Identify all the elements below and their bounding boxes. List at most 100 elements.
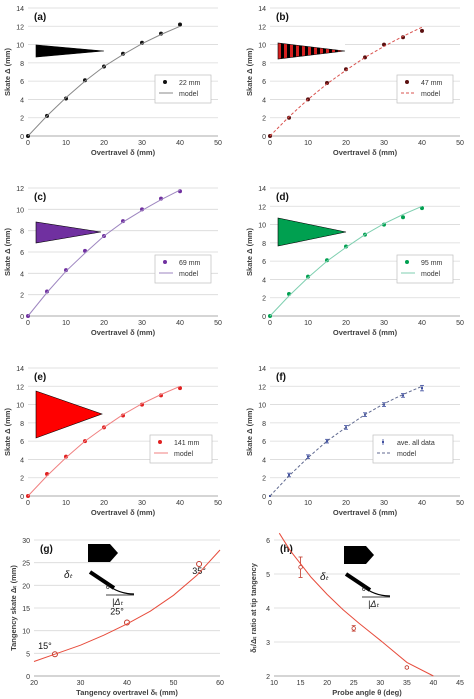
y-tick-label: 4 [20, 97, 24, 104]
y-tick-label: 14 [258, 6, 266, 13]
probe-outline [277, 42, 346, 60]
y-tick-label: 25 [22, 561, 30, 568]
y-tick-label: 14 [16, 366, 24, 373]
y-tick-label: 10 [258, 403, 266, 410]
panel-label: (g) [40, 544, 53, 555]
y-tick-label: 3 [266, 640, 270, 647]
legend-label: model [179, 271, 199, 278]
x-tick-label: 40 [430, 680, 438, 687]
y-tick-label: 8 [262, 421, 266, 428]
y-tick-label: 0 [26, 674, 30, 681]
legend-label: 95 mm [421, 260, 443, 267]
legend-box [154, 74, 212, 104]
data-point [64, 268, 68, 273]
y-tick-label: 6 [20, 439, 24, 446]
probe-icon [35, 221, 102, 244]
data-point [344, 67, 348, 72]
probe-needle-icon [88, 570, 116, 590]
legend-label: model [179, 91, 199, 98]
data-point [420, 28, 424, 33]
x-tick-label: 15 [297, 680, 305, 687]
chart-panel-c: 0 2 4 6 8 10 12 0 10 20 30 40 50 Overtravel δ (mm) Ska… [3, 186, 222, 337]
probe-stripe [281, 43, 284, 59]
y-tick-label: 2 [20, 116, 24, 123]
skate-symbol: |Δₜ [112, 597, 123, 607]
legend-label: model [397, 451, 417, 458]
data-point [401, 215, 405, 220]
y-tick-label: 8 [262, 241, 266, 248]
y-tick-label: 0 [20, 134, 24, 141]
x-axis-label: Overtravel δ (mm) [333, 328, 398, 337]
x-tick-label: 10 [62, 140, 70, 147]
y-tick-label: 4 [262, 277, 266, 284]
probe-stripe [317, 43, 320, 59]
x-tick-label: 30 [138, 500, 146, 507]
x-tick-label: 40 [418, 320, 426, 327]
x-tick-label: 20 [100, 320, 108, 327]
x-tick-label: 10 [304, 320, 312, 327]
data-point [325, 258, 329, 263]
x-tick-label: 0 [268, 320, 272, 327]
x-tick-label: 30 [376, 680, 384, 687]
y-tick-label: 8 [20, 61, 24, 68]
x-tick-label: 10 [304, 500, 312, 507]
panel-label: (f) [276, 372, 286, 383]
data-point [404, 665, 410, 670]
y-axis-label: Skate Δ (mm) [245, 48, 254, 96]
data-point [421, 387, 423, 390]
series-line [27, 385, 181, 497]
point-label: 25° [110, 607, 124, 617]
data-point [326, 440, 328, 443]
legend-marker [163, 80, 167, 84]
delta-symbol: δₜ [64, 570, 74, 581]
y-tick-label: 5 [266, 572, 270, 579]
x-tick-label: 0 [26, 500, 30, 507]
theta-symbol: θ [362, 586, 366, 593]
x-tick-label: 35 [403, 680, 411, 687]
x-axis-label: Overtravel δ (mm) [91, 328, 156, 337]
y-tick-label: 2 [262, 476, 266, 483]
y-tick-label: 2 [20, 476, 24, 483]
theta-symbol: θ [106, 584, 110, 591]
y-axis-label: Skate Δ (mm) [245, 408, 254, 456]
legend-label: 141 mm [174, 440, 199, 447]
point-label: 35° [192, 566, 206, 576]
y-tick-label: 20 [22, 583, 30, 590]
y-tick-label: 2 [266, 674, 270, 681]
chart-panel-b: 0 2 4 6 8 10 12 14 0 10 20 30 40 50 Overtravel δ (mm) S… [245, 6, 464, 157]
y-tick-label: 4 [262, 457, 266, 464]
y-tick-label: 12 [16, 24, 24, 31]
x-tick-label: 20 [100, 500, 108, 507]
x-tick-label: 40 [418, 140, 426, 147]
x-tick-label: 50 [456, 320, 464, 327]
y-tick-label: 0 [262, 314, 266, 321]
panel-label: (c) [34, 192, 46, 203]
chart-panel-d: 0 2 4 6 8 10 12 14 0 10 20 30 40 50 Overtravel δ (mm) S… [245, 186, 464, 337]
x-tick-label: 30 [380, 140, 388, 147]
y-tick-label: 10 [22, 629, 30, 636]
legend-box [149, 434, 213, 464]
delta-symbol: δₜ [320, 572, 330, 583]
x-tick-label: 20 [342, 320, 350, 327]
y-tick-label: 10 [258, 43, 266, 50]
x-tick-label: 60 [216, 680, 224, 687]
x-tick-label: 10 [62, 320, 70, 327]
legend-marker [158, 440, 162, 444]
x-tick-label: 50 [214, 140, 222, 147]
y-tick-label: 6 [266, 538, 270, 545]
y-tick-label: 6 [20, 250, 24, 257]
legend-label: 69 mm [179, 260, 201, 267]
chart-panel-g: 0 5 10 15 20 25 30 20 30 40 50 60 Tangency overtrave… [9, 538, 224, 697]
y-tick-label: 2 [20, 293, 24, 300]
x-tick-label: 20 [100, 140, 108, 147]
y-tick-label: 6 [262, 259, 266, 266]
y-tick-label: 4 [20, 457, 24, 464]
probe-icon [277, 217, 347, 247]
data-point [288, 473, 290, 476]
y-tick-label: 8 [20, 421, 24, 428]
probe-body-icon [88, 544, 118, 562]
series-line [27, 189, 181, 317]
probe-stripe [335, 43, 338, 59]
data-point [402, 394, 404, 397]
data-point [306, 274, 310, 279]
